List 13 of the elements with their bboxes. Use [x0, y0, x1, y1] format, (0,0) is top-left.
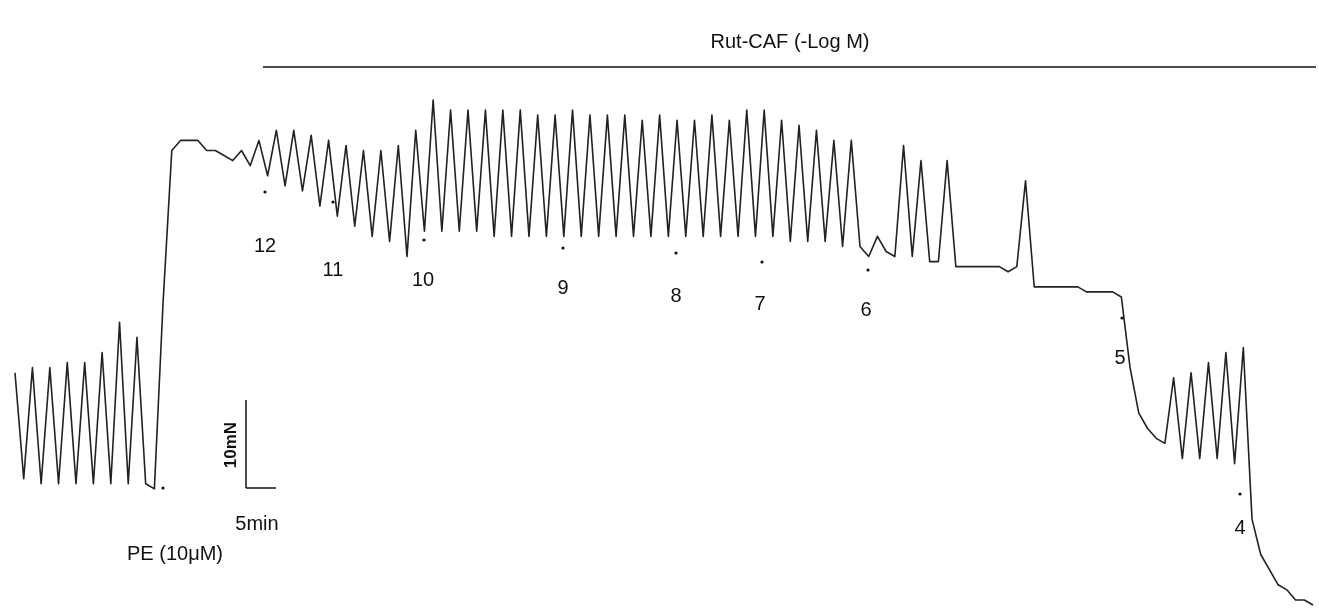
annotation: 7 — [754, 292, 766, 314]
annotation: 12 — [253, 234, 277, 256]
annotation: 9 — [557, 276, 569, 298]
annotation: 11 — [322, 258, 344, 280]
annotation: 6 — [860, 298, 872, 320]
annotation: 4 — [1234, 516, 1246, 538]
annotation: 8 — [670, 284, 682, 306]
annotation: 10mN — [221, 421, 240, 469]
annotation: 10 — [411, 268, 435, 290]
annotation: PE (10μM) — [127, 542, 223, 564]
annotation: 5 — [1114, 346, 1126, 368]
text: Rut-CAF (-Log M) — [710, 30, 870, 52]
annotation: 5min — [235, 512, 279, 534]
